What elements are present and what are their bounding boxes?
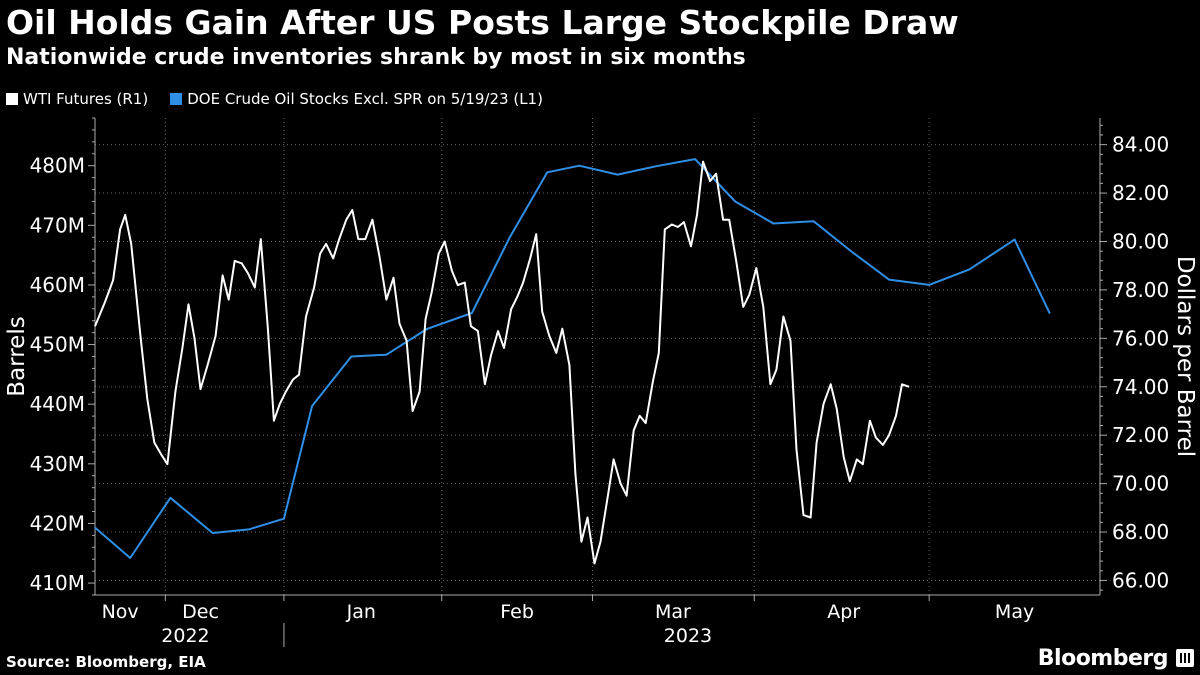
y-right-tick-label: 68.00	[1112, 520, 1169, 544]
legend-swatch-doe	[170, 93, 183, 105]
y-left-axis-title: Barrels	[4, 316, 30, 396]
x-month-label: Nov	[102, 601, 139, 623]
y-right-tick-label: 74.00	[1112, 375, 1169, 399]
y-right-tick-label: 78.00	[1112, 278, 1169, 302]
y-left-tick-label: 450M	[30, 333, 85, 357]
y-left-tick-label: 430M	[30, 452, 85, 476]
x-month-label: Dec	[182, 601, 219, 623]
legend-swatch-wti	[6, 93, 18, 105]
brand-logo: Bloomberg	[1037, 646, 1169, 671]
legend-item-wti: WTI Futures (R1)	[6, 90, 148, 108]
chart-title: Oil Holds Gain After US Posts Large Stoc…	[6, 3, 959, 42]
x-month-label: May	[995, 601, 1034, 623]
legend: WTI Futures (R1) DOE Crude Oil Stocks Ex…	[6, 90, 543, 108]
series-line-wti-futures	[94, 160, 910, 565]
bloomberg-terminal-icon	[1176, 649, 1194, 667]
y-right-tick-label: 76.00	[1112, 326, 1169, 350]
chart-subtitle: Nationwide crude inventories shrank by m…	[6, 45, 746, 70]
y-right-tick-label: 82.00	[1112, 181, 1169, 205]
y-left-tick-label: 410M	[30, 571, 85, 595]
y-right-tick-label: 72.00	[1112, 423, 1169, 447]
y-right-axis-title: Dollars per Barrel	[1172, 256, 1198, 457]
y-left-tick-label: 460M	[30, 273, 85, 297]
legend-item-doe: DOE Crude Oil Stocks Excl. SPR on 5/19/2…	[170, 90, 543, 108]
x-month-label: Mar	[655, 601, 691, 623]
x-month-label: Apr	[827, 601, 860, 623]
x-month-label: Feb	[500, 601, 534, 623]
y-left-tick-label: 420M	[30, 511, 85, 535]
y-right-tick-label: 80.00	[1112, 229, 1169, 253]
x-year-label: 2022	[161, 625, 209, 647]
y-left-tick-label: 470M	[30, 213, 85, 237]
y-right-tick-label: 70.00	[1112, 472, 1169, 496]
y-left-tick-label: 440M	[30, 392, 85, 416]
x-month-label: Jan	[346, 601, 376, 623]
legend-label-doe: DOE Crude Oil Stocks Excl. SPR on 5/19/2…	[187, 90, 543, 108]
x-year-label: 2023	[664, 625, 712, 647]
legend-label-wti: WTI Futures (R1)	[23, 90, 149, 108]
y-right-tick-label: 84.00	[1112, 133, 1169, 157]
y-right-tick-label: 66.00	[1112, 568, 1169, 592]
series-line-doe-stocks	[94, 158, 1051, 559]
source-note: Source: Bloomberg, EIA	[6, 653, 206, 671]
y-left-tick-label: 480M	[30, 154, 85, 178]
